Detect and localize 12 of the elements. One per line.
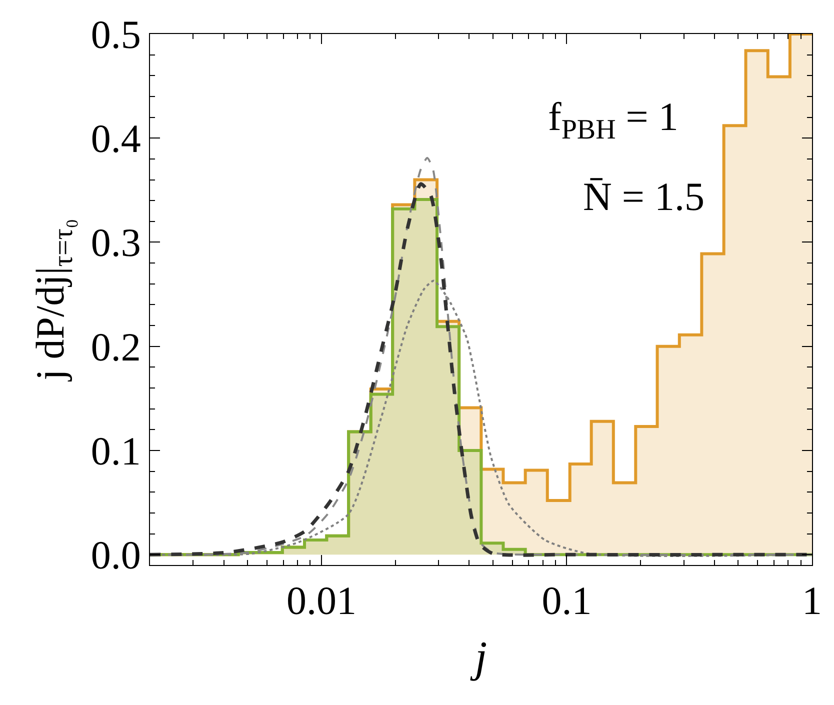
- y-tick-label: 0.3: [90, 220, 141, 266]
- y-tick-label: 0.2: [90, 324, 141, 370]
- annotation: f$_{PBH}$ = 1: [548, 94, 678, 146]
- y-tick-label: 0.1: [90, 428, 141, 474]
- annotation: N̄ = 1.5: [583, 174, 704, 219]
- y-tick-label: 0.4: [90, 116, 141, 162]
- y-tick-label: 0.5: [90, 12, 141, 57]
- x-axis-title: j: [470, 632, 488, 682]
- x-tick-label: 1: [802, 578, 822, 624]
- y-tick-label: 0.0: [90, 532, 141, 578]
- x-tick-label: 0.1: [542, 578, 592, 624]
- x-tick-label: 0.01: [286, 578, 356, 624]
